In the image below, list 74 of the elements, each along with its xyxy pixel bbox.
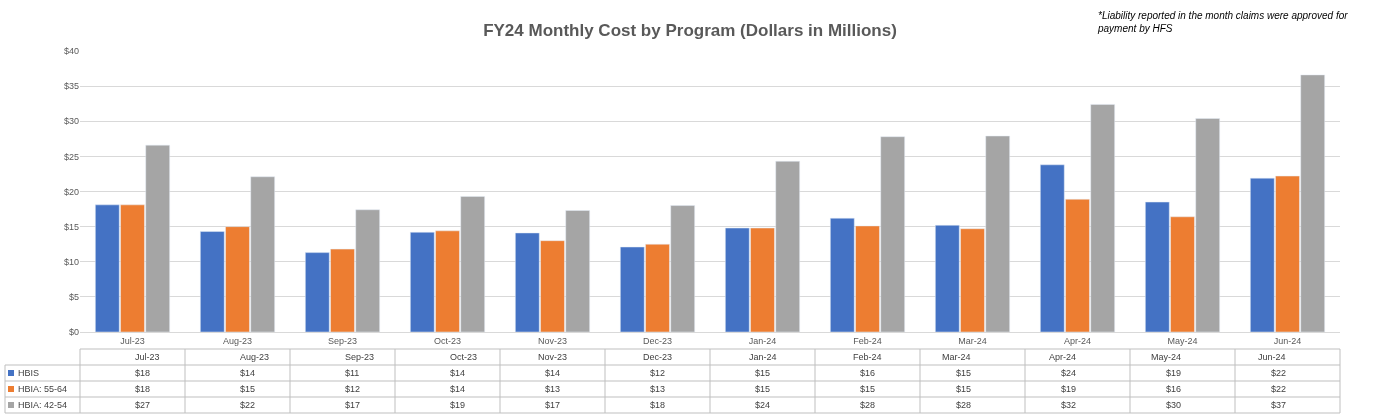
y-tick-label: $35 xyxy=(63,81,79,92)
category-label: Nov-23 xyxy=(538,352,568,362)
x-tick-label: Dec-23 xyxy=(642,335,673,346)
legend-label: HBIA: 42-54 xyxy=(18,400,68,410)
category-label: Sep-23 xyxy=(345,352,375,362)
data-label: $28 xyxy=(956,400,972,410)
y-tick-label: $15 xyxy=(63,221,79,232)
x-tick-label: Jan-24 xyxy=(748,335,777,346)
data-label: $22 xyxy=(1271,368,1287,378)
y-tick-label: $30 xyxy=(63,116,79,127)
data-label: $19 xyxy=(450,400,466,410)
x-tick-label: Apr-24 xyxy=(1063,335,1092,346)
x-tick-label: Oct-23 xyxy=(433,335,462,346)
data-label: $18 xyxy=(135,384,151,394)
x-tick-label: Nov-23 xyxy=(537,335,568,346)
category-label: Aug-23 xyxy=(240,352,270,362)
data-label: $19 xyxy=(1166,368,1182,378)
category-label: Apr-24 xyxy=(1049,352,1077,362)
data-label: $22 xyxy=(240,400,256,410)
legend-label: HBIA: 55-64 xyxy=(18,384,68,394)
x-tick-label: Jul-23 xyxy=(120,335,145,346)
data-label: $18 xyxy=(650,400,666,410)
x-tick-label: Mar-24 xyxy=(958,335,987,346)
data-label: $14 xyxy=(545,368,561,378)
data-label: $22 xyxy=(1271,384,1287,394)
data-label: $11 xyxy=(345,368,360,378)
category-label: Jun-24 xyxy=(1258,352,1286,362)
data-label: $12 xyxy=(650,368,666,378)
data-label: $27 xyxy=(135,400,151,410)
x-tick-label: Feb-24 xyxy=(853,335,882,346)
x-tick-label: Aug-23 xyxy=(222,335,253,346)
data-label: $37 xyxy=(1271,400,1287,410)
y-tick-label: $10 xyxy=(63,256,79,267)
data-label: $15 xyxy=(755,368,771,378)
category-label: Jan-24 xyxy=(749,352,777,362)
data-label: $12 xyxy=(345,384,361,394)
category-label: Jul-23 xyxy=(135,352,160,362)
data-label: $18 xyxy=(135,368,151,378)
y-tick-label: $0 xyxy=(68,327,79,338)
data-label: $15 xyxy=(240,384,256,394)
category-label: Mar-24 xyxy=(942,352,971,362)
category-label: Feb-24 xyxy=(853,352,882,362)
data-label: $13 xyxy=(545,384,561,394)
data-label: $14 xyxy=(450,368,466,378)
data-label: $15 xyxy=(860,384,876,394)
y-tick-label: $20 xyxy=(63,186,79,197)
x-tick-label: Jun-24 xyxy=(1273,335,1302,346)
data-label: $17 xyxy=(345,400,361,410)
category-label: Dec-23 xyxy=(643,352,673,362)
legend-label: HBIS xyxy=(18,368,40,378)
data-label: $32 xyxy=(1061,400,1077,410)
data-label: $15 xyxy=(956,368,972,378)
data-label: $15 xyxy=(956,384,972,394)
x-tick-label: May-24 xyxy=(1167,335,1198,346)
data-label: $16 xyxy=(860,368,876,378)
data-label: $28 xyxy=(860,400,876,410)
data-label: $17 xyxy=(545,400,561,410)
data-label: $30 xyxy=(1166,400,1182,410)
x-tick-label: Sep-23 xyxy=(327,335,358,346)
data-label: $16 xyxy=(1166,384,1182,394)
category-label: Oct-23 xyxy=(450,352,478,362)
chart-title: FY24 Monthly Cost by Program (Dollars in Millions) xyxy=(483,20,897,40)
data-label: $14 xyxy=(450,384,466,394)
data-label: $14 xyxy=(240,368,256,378)
data-label: $24 xyxy=(1061,368,1077,378)
y-tick-label: $25 xyxy=(63,151,79,162)
y-tick-label: $5 xyxy=(68,292,79,303)
category-label: May-24 xyxy=(1151,352,1182,362)
data-label: $13 xyxy=(650,384,666,394)
y-tick-label: $40 xyxy=(63,46,79,57)
data-label: $24 xyxy=(755,400,771,410)
data-label: $15 xyxy=(755,384,771,394)
text: *Liability reported in the month claims were approved for payment by HFS xyxy=(1097,10,1349,34)
data-label: $19 xyxy=(1061,384,1077,394)
